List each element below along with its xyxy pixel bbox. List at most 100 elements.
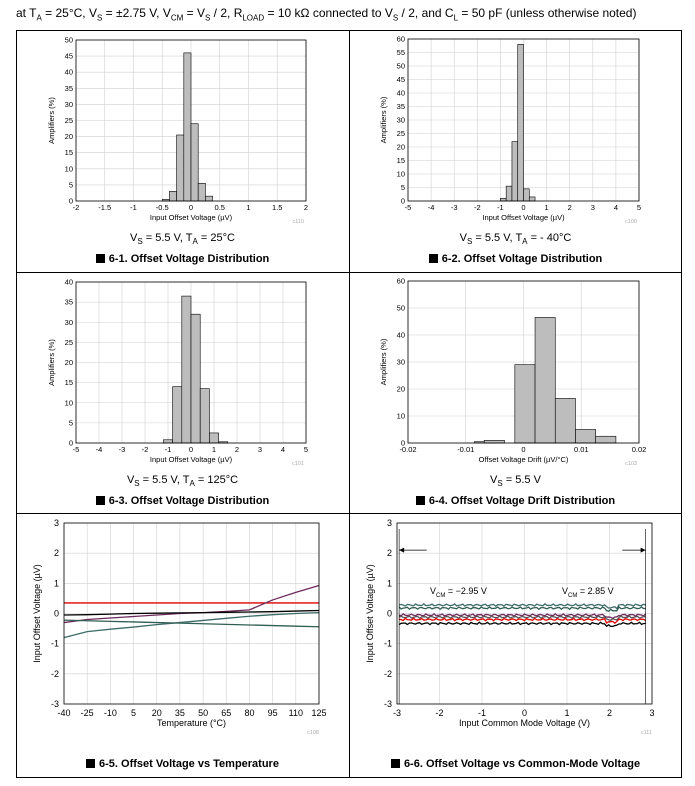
x-tick-label: -0.5 [156, 203, 169, 212]
y-tick-label: 10 [397, 412, 405, 421]
watermark: c108 [307, 730, 319, 736]
y-tick-label: 35 [65, 84, 73, 93]
y-tick-label: 0 [401, 439, 405, 448]
y-tick-label: 5 [69, 180, 73, 189]
x-tick-label: 1 [564, 708, 569, 718]
figure-6-3: 0 5 10 15 20 25 30 35 40 -5 -4 -3 -2 -1 0 1 2 3 4 5 Input Of… [16, 272, 349, 513]
series-line-cm-black [398, 621, 646, 628]
series-line-unit-teal [63, 611, 320, 639]
figure-6-1: 0 5 10 15 20 25 30 35 40 45 50 -2 -1.5 -1 -0.5 0 0.5 1 1.5… [16, 30, 349, 272]
histogram-bar [181, 295, 192, 444]
x-tick-label: -2 [73, 203, 80, 212]
fig2-caption: 6-2. Offset Voltage Distribution [349, 253, 682, 265]
histogram-bar [575, 429, 596, 444]
y-tick-label: 0 [387, 609, 392, 619]
y-tick-label: -2 [51, 669, 59, 679]
y-tick-label: 50 [65, 36, 73, 45]
x-axis-label: Offset Voltage Drift (µV/°C) [479, 455, 569, 464]
y-tick-label: 1 [54, 578, 59, 588]
plot-frame [407, 280, 640, 444]
fig3-caption: 6-3. Offset Voltage Distribution [16, 495, 349, 507]
x-tick-label: -1 [165, 445, 172, 454]
fig3-conditions: VS = 5.5 V, TA = 125°C [126, 474, 239, 489]
y-tick-label: 40 [397, 331, 405, 340]
y-tick-label: 5 [401, 183, 405, 192]
x-tick-label: 65 [221, 708, 231, 718]
arrow-left-head [399, 547, 405, 553]
y-tick-label: 30 [65, 100, 73, 109]
y-tick-label: 2 [387, 548, 392, 558]
figure-6-5: -3 -2 -1 0 1 2 3 -40 -25 -10 5 20 35 50 65 80 95 110 125 Te… [16, 513, 349, 778]
y-tick-label: 40 [65, 68, 73, 77]
fig4-caption: 6-4. Offset Voltage Drift Distribution [349, 495, 682, 507]
x-tick-label: 0 [521, 203, 525, 212]
histogram-bar [514, 364, 536, 444]
x-tick-label: 2 [235, 445, 239, 454]
fig6-caption: 6-6. Offset Voltage vs Common-Mode Volta… [349, 758, 682, 770]
x-axis-label: Input Offset Voltage (µV) [482, 213, 565, 222]
y-tick-label: 3 [387, 518, 392, 528]
x-tick-label: 2 [568, 203, 572, 212]
y-tick-label: -2 [384, 669, 392, 679]
chart-fig6: -3 -2 -1 0 1 2 3 -3 -2 -1 0 1 2 3 Input Common Mode Vo… [365, 518, 655, 736]
figure-icon [95, 496, 105, 505]
figure-6-4: 0 10 20 30 40 50 60 -0.02 -0.01 0 0.01 0.02 Offset V… [349, 272, 682, 513]
figure-icon [428, 254, 438, 263]
x-tick-label: 5 [304, 445, 308, 454]
x-tick-label: 35 [175, 708, 185, 718]
x-tick-label: 1.5 [272, 203, 282, 212]
histogram-bar [205, 195, 213, 202]
annotation-vcm-left: VCM = −2.95 V [429, 586, 488, 599]
x-tick-label: -0.02 [399, 445, 416, 454]
y-tick-label: 15 [65, 378, 73, 387]
chart-fig4: 0 10 20 30 40 50 60 -0.02 -0.01 0 0.01 0.02 Offset V… [379, 277, 647, 468]
fig2-conditions: VS = 5.5 V, TA = - 40°C [459, 232, 572, 247]
y-tick-label: 10 [65, 164, 73, 173]
y-tick-label: 60 [397, 277, 405, 286]
test-conditions-header: at TA = 25°C, VS = ±2.75 V, VCM = VS / 2… [16, 6, 637, 23]
figure-6-2: 0 5 10 15 20 25 30 35 40 45 50 55 60 -5 -4 -3 -2 -1 0 1 2 3 4 5… [349, 30, 682, 272]
histogram-bar [190, 123, 199, 202]
y-tick-label: 20 [397, 143, 405, 152]
x-tick-label: 2 [607, 708, 612, 718]
histogram-bar [199, 388, 210, 444]
y-tick-label: 40 [65, 278, 73, 287]
x-tick-label: -1 [130, 203, 137, 212]
y-tick-label: 25 [65, 116, 73, 125]
x-tick-label: 1 [545, 203, 549, 212]
fig4-conditions: VS = 5.5 V [490, 474, 541, 489]
x-tick-label: -2 [142, 445, 149, 454]
x-tick-label: 4 [614, 203, 618, 212]
annotation-vcm-right: VCM = 2.85 V [561, 586, 615, 599]
plot-frame [396, 522, 653, 705]
y-tick-label: 0 [69, 439, 73, 448]
x-tick-label: -0.01 [457, 445, 474, 454]
x-tick-label: -1 [497, 203, 504, 212]
x-tick-label: -1 [478, 708, 486, 718]
series-line-cm-teal-2 [398, 605, 646, 612]
x-tick-label: 0.02 [632, 445, 647, 454]
y-tick-label: 55 [397, 48, 405, 57]
histogram-bar [190, 313, 201, 444]
y-tick-label: 50 [397, 304, 405, 313]
x-tick-label: 2 [304, 203, 308, 212]
x-tick-label: 0 [189, 445, 193, 454]
plot-frame [75, 281, 307, 444]
chart-fig3: 0 5 10 15 20 25 30 35 40 -5 -4 -3 -2 -1 0 1 2 3 4 5 Input Of… [47, 278, 308, 468]
series-line-cm-teal-1 [398, 603, 646, 610]
series-line-cm-gray [398, 615, 646, 621]
y-tick-label: 30 [65, 318, 73, 327]
histogram-bar [197, 182, 206, 202]
fig1-caption: 6-1. Offset Voltage Distribution [16, 253, 349, 265]
histogram-bar [172, 386, 183, 444]
series-line-unit-purple [63, 584, 320, 624]
grid-divider-vertical [349, 30, 350, 778]
histogram-bar [169, 191, 177, 202]
x-tick-label: 3 [649, 708, 654, 718]
watermark: c111 [641, 730, 652, 736]
y-axis-label: Amplifiers (%) [379, 96, 388, 143]
watermark: c110 [292, 219, 304, 225]
y-tick-label: 20 [397, 385, 405, 394]
